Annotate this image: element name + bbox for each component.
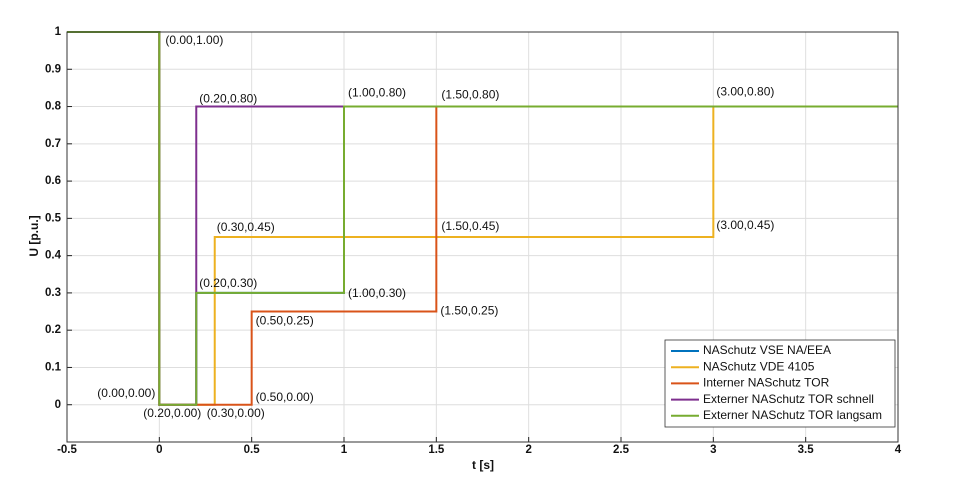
annotation: (0.50,0.25) <box>256 314 314 328</box>
series-line <box>67 31 898 406</box>
y-tick-label: 0.2 <box>45 324 61 336</box>
x-tick-label: -0.5 <box>57 444 77 456</box>
annotation: (0.20,0.80) <box>199 92 257 106</box>
y-tick-label: 1 <box>55 26 62 38</box>
x-tick-label: 1 <box>341 444 348 456</box>
annotation: (0.50,0.00) <box>256 390 314 404</box>
annotation: (0.30,0.45) <box>217 220 275 234</box>
annotation: (0.30,0.00) <box>207 406 265 420</box>
y-tick-label: 0 <box>55 399 61 411</box>
annotation: (1.00,0.80) <box>348 86 406 100</box>
annotation: (0.00,0.00) <box>97 386 155 400</box>
x-tick-label: 0 <box>156 444 162 456</box>
legend-label: Externer NASchutz TOR schnell <box>703 392 874 406</box>
y-tick-label: 0.7 <box>45 138 61 150</box>
y-axis-label: U [p.u.] <box>27 215 41 256</box>
legend-label: Externer NASchutz TOR langsam <box>703 408 882 422</box>
x-tick-label: 0.5 <box>244 444 261 456</box>
legend-label: NASchutz VSE NA/EEA <box>703 343 831 357</box>
x-tick-label: 4 <box>895 444 902 456</box>
x-tick-label: 2.5 <box>613 444 630 456</box>
annotation: (0.00,1.00) <box>165 33 223 47</box>
y-tick-label: 0.9 <box>45 63 61 75</box>
y-tick-label: 0.4 <box>45 250 62 262</box>
annotation: (1.50,0.45) <box>441 219 499 233</box>
y-tick-label: 0.8 <box>45 101 62 113</box>
annotation: (1.00,0.30) <box>348 286 406 300</box>
legend-label: Interner NASchutz TOR <box>703 376 830 390</box>
x-tick-label: 2 <box>525 444 531 456</box>
annotation: (0.20,0.30) <box>199 276 257 290</box>
x-axis-label: t [s] <box>472 458 494 472</box>
annotation: (1.50,0.25) <box>440 304 498 318</box>
annotation: (3.00,0.45) <box>716 218 774 232</box>
annotation: (1.50,0.80) <box>441 88 499 102</box>
x-tick-label: 3 <box>710 444 716 456</box>
y-tick-label: 0.6 <box>45 175 61 187</box>
axes-box <box>66 31 899 443</box>
y-tick-label: 0.5 <box>45 212 62 224</box>
x-tick-label: 1.5 <box>428 444 445 456</box>
legend-label: NASchutz VDE 4105 <box>703 359 815 373</box>
annotation: (3.00,0.80) <box>716 85 774 99</box>
y-tick-label: 0.3 <box>45 287 61 299</box>
y-tick-label: 0.1 <box>45 361 62 373</box>
annotation: (0.20,0.00) <box>143 406 201 420</box>
x-tick-label: 3.5 <box>798 444 815 456</box>
legend-box <box>664 339 896 428</box>
